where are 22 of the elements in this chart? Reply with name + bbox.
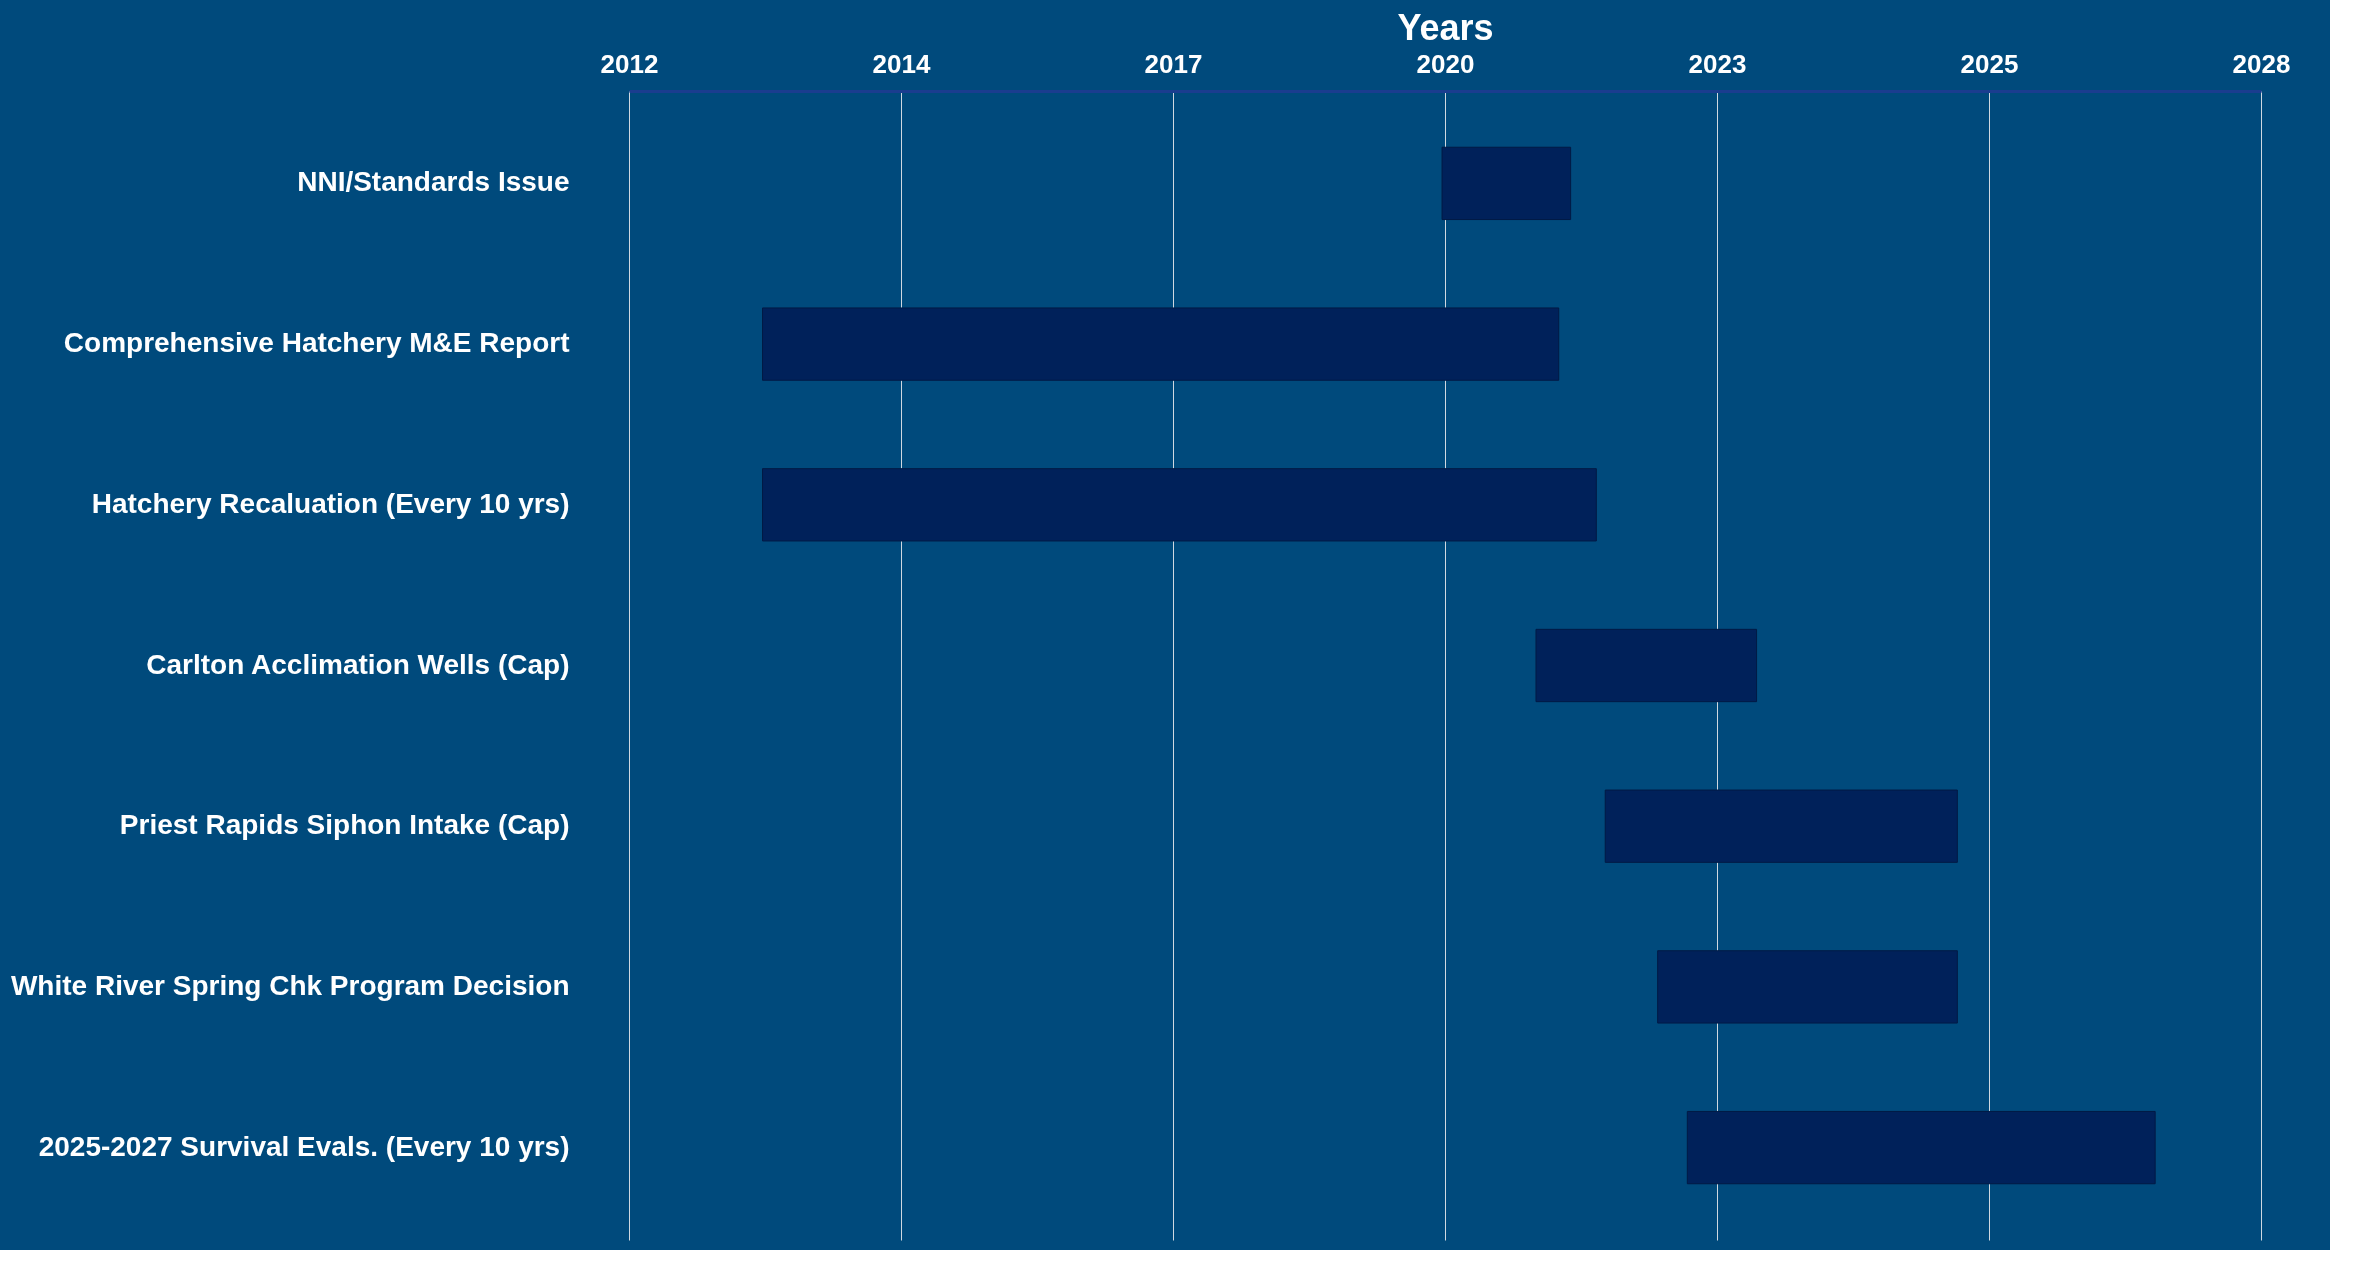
y-tick-label: Comprehensive Hatchery M&E Report bbox=[63, 327, 570, 359]
x-tick-label: 2023 bbox=[1688, 48, 1747, 79]
bar bbox=[1535, 628, 1758, 703]
y-tick-label: Hatchery Recaluation (Every 10 yrs) bbox=[91, 487, 570, 519]
y-tick-label: 2025-2027 Survival Evals. (Every 10 yrs) bbox=[38, 1130, 570, 1162]
x-tick-label: 2014 bbox=[872, 48, 931, 79]
bar bbox=[762, 468, 1597, 542]
y-tick-label: NNI/Standards Issue bbox=[297, 166, 570, 198]
x-tick-label: 2025 bbox=[1960, 48, 2019, 79]
x-tick-label: 2020 bbox=[1416, 48, 1475, 79]
x-tick-label: 2012 bbox=[600, 48, 659, 79]
y-tick-label: White River Spring Chk Program Decision bbox=[10, 969, 570, 1001]
bar bbox=[1686, 1110, 2156, 1185]
y-tick-label: Carlton Acclimation Wells (Cap) bbox=[146, 648, 570, 680]
x-axis-title: Years bbox=[1397, 6, 1494, 48]
bar bbox=[1441, 146, 1572, 221]
bar bbox=[762, 307, 1560, 381]
bar bbox=[1604, 789, 1958, 863]
x-tick-label: 2028 bbox=[2232, 48, 2291, 79]
x-tick-label: 2017 bbox=[1144, 48, 1203, 79]
y-tick-label: Priest Rapids Siphon Intake (Cap) bbox=[119, 809, 570, 841]
bar bbox=[1657, 950, 1958, 1024]
